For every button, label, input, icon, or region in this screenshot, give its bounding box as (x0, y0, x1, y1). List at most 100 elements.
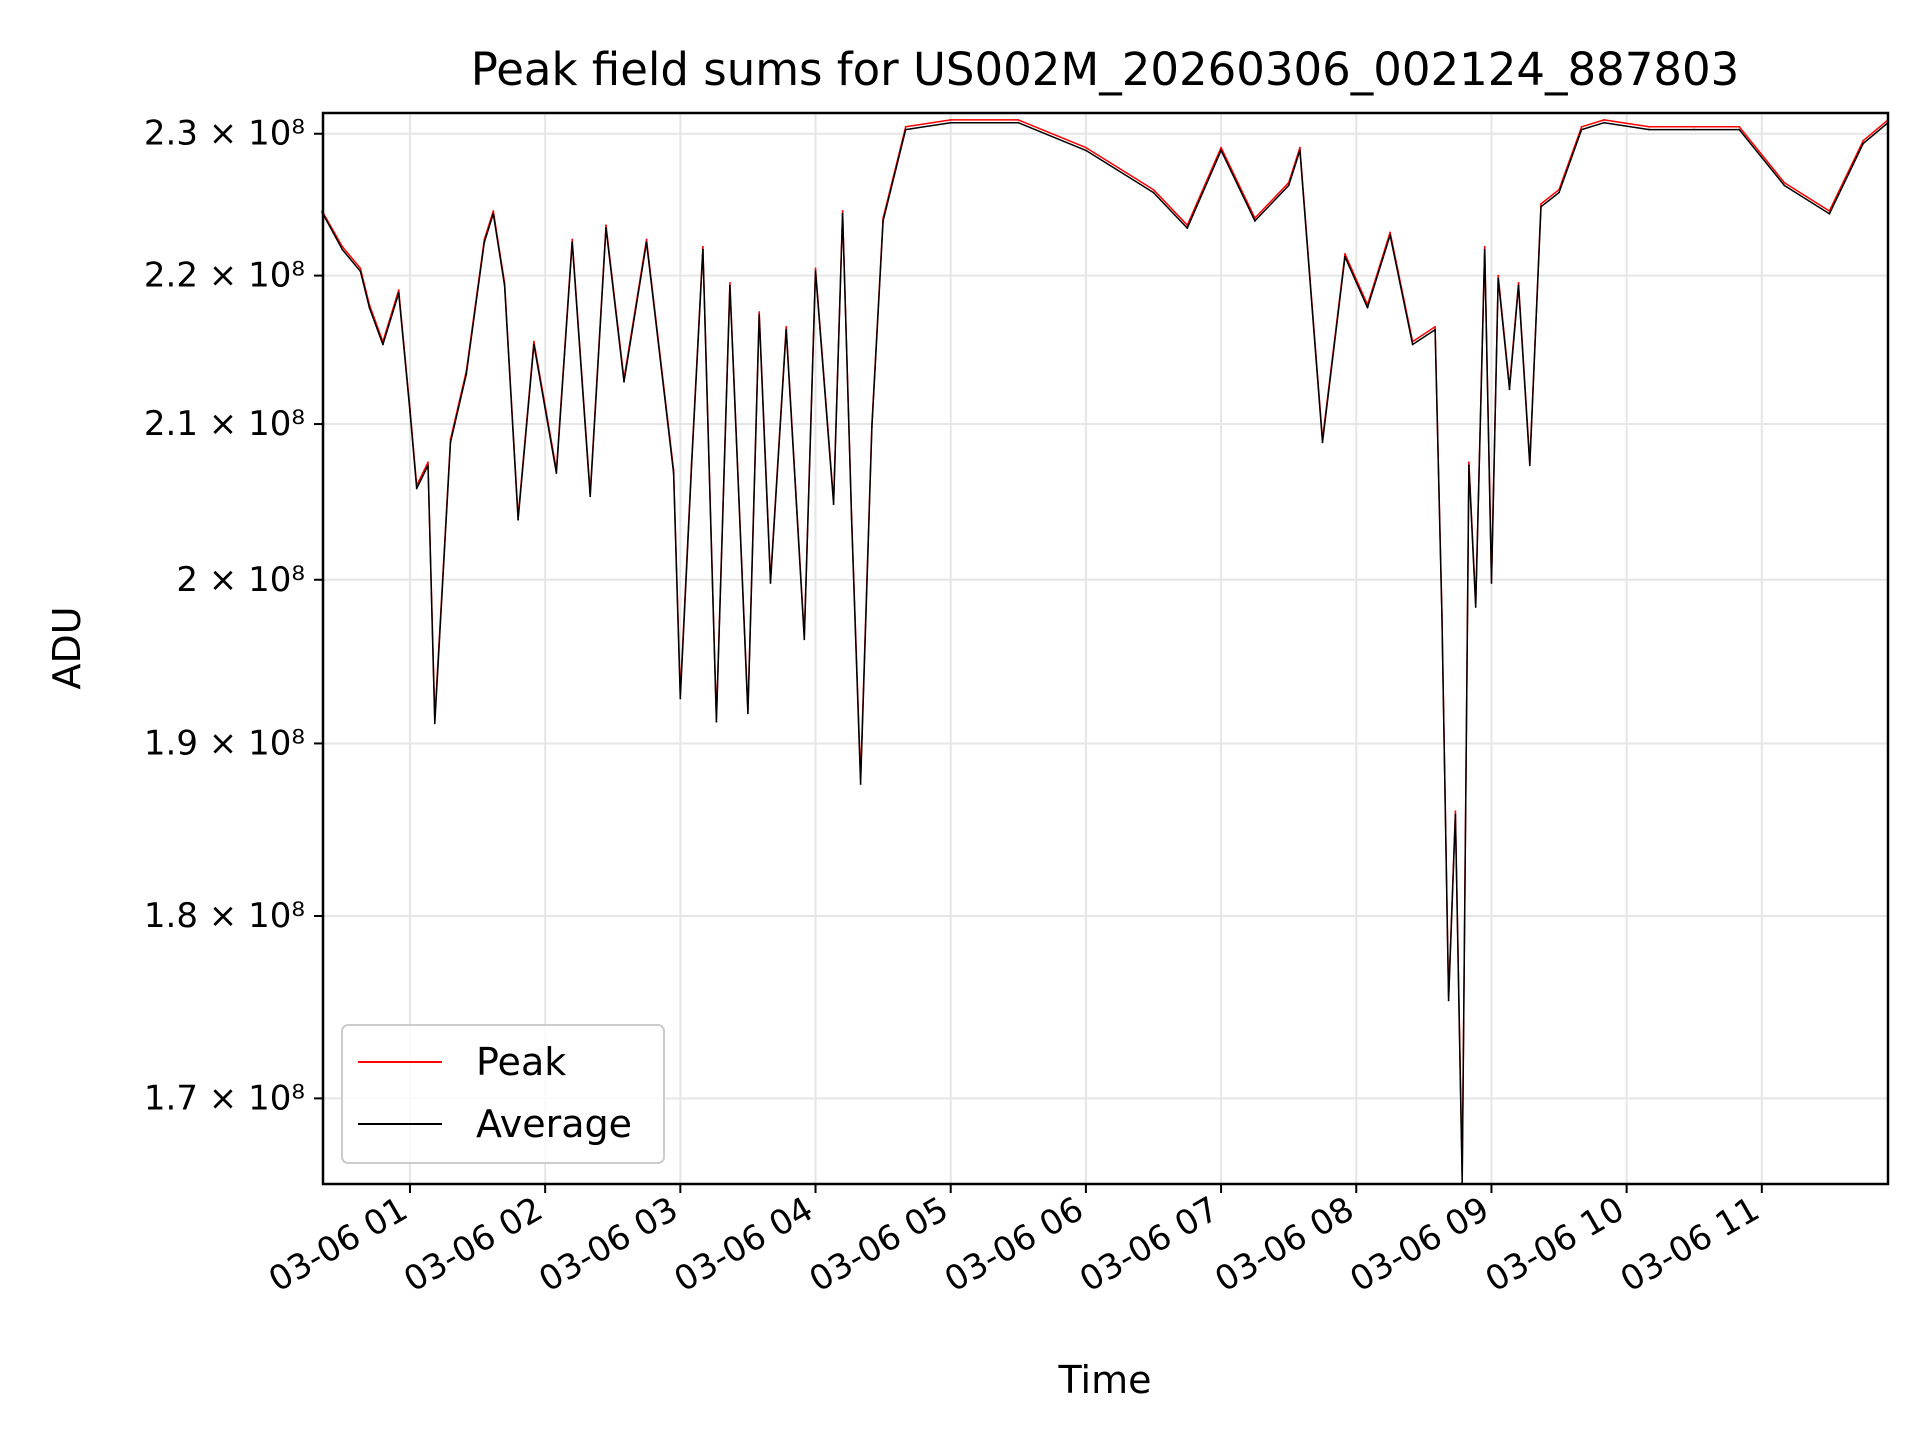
data-point-peak (949, 118, 952, 121)
data-point-average (1461, 1181, 1464, 1183)
data-point-peak (1497, 274, 1500, 277)
y-tick-label: 2.1 × 10⁸ (144, 404, 305, 444)
data-point-average (1783, 184, 1786, 187)
data-point-average (1517, 284, 1520, 287)
data-point-average (1411, 343, 1414, 346)
data-point-average (1580, 128, 1583, 131)
legend-label-average: Average (476, 1102, 632, 1146)
data-point-peak (1299, 146, 1301, 149)
data-point-average (1344, 255, 1346, 258)
y-axis-label: ADU (45, 606, 89, 689)
data-point-average (465, 373, 468, 376)
data-point-peak (571, 238, 574, 241)
plot-lines (321, 118, 1889, 1183)
data-point-average (1508, 388, 1511, 391)
data-point-average (1186, 227, 1189, 229)
data-point-average (433, 722, 436, 725)
data-point-peak (1344, 253, 1346, 255)
legend-box (341, 1024, 665, 1164)
data-point-peak (758, 311, 761, 313)
data-point-peak (1517, 281, 1520, 284)
data-point-average (679, 697, 682, 700)
data-point-peak (1862, 139, 1865, 142)
data-point-average (1366, 306, 1369, 309)
y-tick-label: 2 × 10⁸ (176, 560, 305, 600)
data-point-average (882, 220, 885, 222)
data-point-average (1540, 205, 1542, 208)
data-point-average (672, 472, 675, 474)
data-point-average (1152, 191, 1155, 194)
data-point-average (1084, 149, 1087, 152)
data-point-average (870, 426, 873, 428)
data-point-average (503, 284, 506, 287)
data-point-peak (729, 281, 731, 284)
data-point-average (701, 248, 704, 251)
data-point-average (1440, 614, 1443, 616)
data-point-average (1253, 220, 1256, 222)
data-point-peak (1783, 181, 1786, 184)
data-point-average (492, 212, 495, 215)
data-point-peak (1693, 125, 1696, 128)
data-point-average (1321, 441, 1324, 444)
data-point-average (1693, 128, 1696, 131)
data-point-average (1454, 813, 1457, 816)
data-point-peak (605, 224, 607, 227)
data-point-average (690, 464, 693, 467)
data-point-peak (1603, 118, 1606, 121)
data-point-average (904, 128, 907, 131)
data-point-average (397, 292, 400, 294)
data-point-peak (645, 238, 648, 241)
data-point-average (1468, 464, 1470, 467)
data-point-average (803, 638, 806, 641)
data-point-average (1299, 149, 1301, 152)
data-point-average (449, 441, 452, 444)
legend-label-peak: Peak (476, 1040, 566, 1084)
data-point-average (758, 314, 761, 316)
data-point-average (850, 518, 853, 521)
data-point-average (1528, 464, 1531, 467)
data-point-average (729, 284, 731, 287)
plot-frame (321, 111, 1890, 1186)
series-line-average (321, 121, 1889, 1183)
x-axis-label: Time (1058, 1358, 1152, 1402)
data-point-average (1474, 606, 1477, 608)
data-point-average (1738, 128, 1741, 131)
data-point-average (832, 503, 835, 505)
data-point-average (949, 121, 952, 124)
data-point-peak (397, 289, 400, 292)
data-point-average (1648, 128, 1651, 131)
data-point-peak (1220, 146, 1222, 149)
data-point-average (517, 518, 520, 521)
data-point-peak (701, 245, 704, 248)
data-point-average (1497, 277, 1500, 280)
data-point-average (605, 227, 607, 229)
y-tick-label: 1.9 × 10⁸ (144, 723, 305, 763)
data-point-average (1220, 149, 1222, 152)
data-point-average (747, 712, 749, 715)
y-tick-label: 2.2 × 10⁸ (144, 256, 305, 296)
data-point-peak (1738, 125, 1741, 128)
data-point-peak (1454, 810, 1457, 813)
data-point-average (1447, 999, 1450, 1002)
data-point-average (341, 248, 344, 251)
data-point-average (1490, 582, 1493, 584)
data-point-average (571, 241, 574, 244)
data-point-average (1434, 328, 1437, 331)
data-point-average (415, 487, 418, 490)
data-point-average (841, 212, 844, 215)
data-point-peak (1580, 125, 1583, 128)
data-point-peak (1468, 461, 1470, 464)
chart-title: Peak field sums for US002M_20260306_0021… (471, 43, 1740, 96)
data-point-average (769, 582, 772, 584)
data-point-average (785, 328, 788, 331)
legend: Peak Average (341, 1024, 665, 1164)
data-point-average (814, 270, 817, 273)
y-tick-label: 1.7 × 10⁸ (144, 1078, 305, 1118)
data-point-average (427, 464, 429, 467)
data-point-average (1828, 212, 1831, 215)
data-point-average (368, 306, 371, 309)
data-point-peak (1648, 125, 1651, 128)
data-point-average (1862, 142, 1865, 145)
y-axis: 1.7 × 10⁸ 1.8 × 10⁸ 1.9 × 10⁸ 2 × 10⁸ 2.1 × … (144, 114, 323, 1118)
